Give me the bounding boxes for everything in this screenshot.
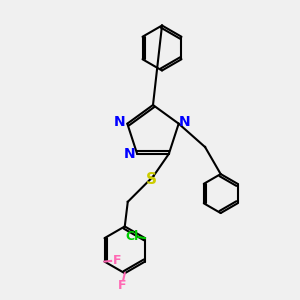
- Text: N: N: [178, 115, 190, 129]
- Text: N: N: [124, 147, 135, 161]
- Text: Cl: Cl: [126, 230, 139, 242]
- Text: F: F: [113, 254, 122, 267]
- Text: N: N: [114, 116, 126, 130]
- Text: F: F: [118, 279, 127, 292]
- Text: S: S: [146, 172, 157, 188]
